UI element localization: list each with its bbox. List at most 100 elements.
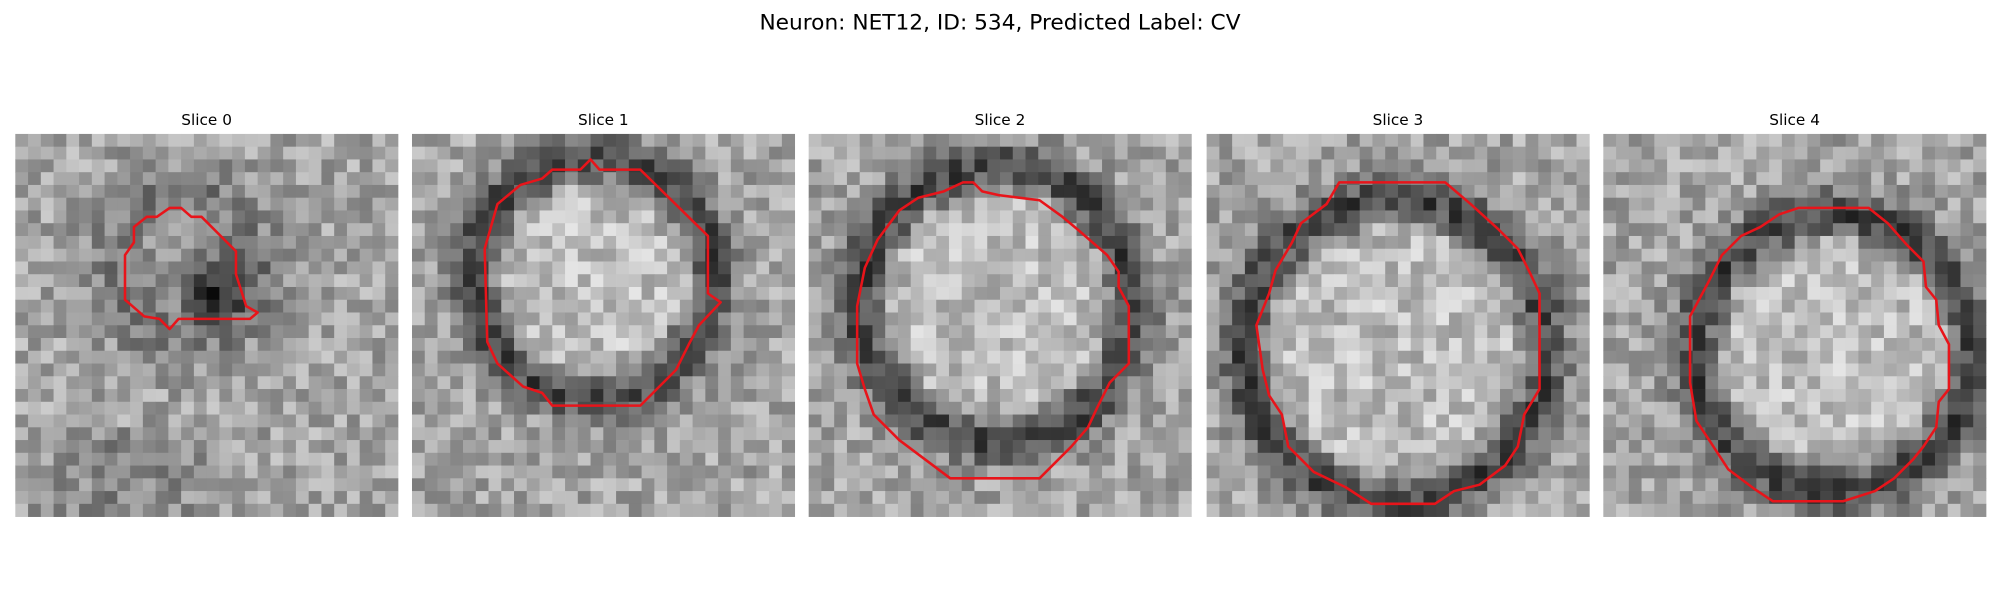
pixel: [283, 248, 297, 262]
pixel: [821, 491, 835, 505]
pixel: [1794, 478, 1808, 492]
pixel: [1820, 184, 1834, 199]
pixel: [603, 248, 617, 262]
pixel: [117, 235, 131, 250]
pixel: [1140, 478, 1154, 492]
pixel: [1973, 350, 1987, 364]
pixel: [1616, 299, 1630, 313]
pixel: [654, 503, 668, 517]
pixel: [603, 223, 617, 237]
pixel: [1372, 197, 1386, 211]
pixel: [501, 452, 515, 466]
pixel: [40, 350, 54, 364]
pixel: [181, 299, 195, 313]
pixel: [1012, 491, 1026, 505]
pixel: [1922, 350, 1936, 364]
pixel: [897, 146, 912, 160]
pixel: [1487, 197, 1501, 211]
pixel: [961, 299, 975, 313]
pixel: [1461, 210, 1475, 224]
pixel: [1153, 465, 1167, 479]
pixel: [1244, 299, 1259, 313]
pixel: [808, 427, 822, 441]
pixel: [15, 414, 29, 428]
pixel: [1858, 440, 1872, 454]
pixel: [1845, 503, 1859, 517]
pixel: [117, 478, 131, 492]
pixel: [1448, 197, 1463, 211]
pixel: [1909, 210, 1923, 224]
pixel: [1563, 440, 1577, 454]
pixel: [283, 414, 297, 428]
pixel: [501, 440, 515, 454]
pixel: [654, 312, 668, 326]
pixel: [1616, 491, 1630, 505]
pixel: [603, 235, 617, 250]
pixel: [1705, 159, 1719, 173]
pixel: [91, 389, 105, 403]
pixel: [385, 235, 399, 250]
pixel: [1321, 133, 1335, 148]
pixel: [872, 325, 886, 339]
pixel: [821, 197, 835, 211]
pixel: [1436, 414, 1450, 428]
pixel: [1308, 133, 1322, 148]
pixel: [1667, 376, 1681, 390]
pixel: [1334, 223, 1348, 237]
pixel: [450, 478, 464, 492]
pixel: [616, 223, 630, 237]
pixel: [219, 274, 233, 288]
pixel: [552, 389, 566, 403]
pixel: [450, 363, 464, 377]
pixel: [283, 350, 297, 364]
pixel: [885, 478, 899, 492]
pixel: [244, 261, 259, 275]
pixel: [79, 184, 93, 199]
pixel: [1641, 414, 1655, 428]
pixel: [1730, 223, 1745, 237]
pixel: [450, 465, 464, 479]
pixel: [1308, 350, 1322, 364]
pixel: [910, 133, 924, 148]
pixel: [552, 491, 566, 505]
pixel: [1896, 338, 1910, 352]
pixel: [1025, 363, 1039, 377]
pixel: [463, 389, 477, 403]
pixel: [308, 184, 322, 199]
pixel: [1654, 414, 1668, 428]
pixel: [859, 223, 873, 237]
pixel: [565, 389, 579, 403]
pixel: [79, 312, 93, 326]
pixel: [1334, 503, 1348, 517]
pixel: [257, 376, 271, 390]
pixel: [66, 184, 80, 199]
pixel: [28, 503, 42, 517]
pixel: [1025, 414, 1039, 428]
pixel: [1089, 478, 1103, 492]
pixel: [488, 172, 502, 186]
pixel: [1794, 414, 1808, 428]
pixel: [79, 452, 93, 466]
pixel: [1973, 235, 1987, 250]
pixel: [1153, 338, 1167, 352]
pixel: [334, 452, 348, 466]
pixel: [539, 389, 553, 403]
pixel: [193, 159, 208, 173]
pixel: [1692, 133, 1706, 148]
pixel: [334, 427, 348, 441]
pixel: [1525, 465, 1539, 479]
pixel: [539, 312, 553, 326]
pixel: [885, 325, 899, 339]
pixel: [475, 159, 489, 173]
pixel: [667, 133, 681, 148]
pixel: [346, 440, 361, 454]
pixel: [1051, 184, 1065, 199]
pixel: [295, 235, 310, 250]
pixel: [1448, 414, 1463, 428]
pixel: [1114, 210, 1128, 224]
pixel: [1512, 376, 1526, 390]
pixel: [1769, 223, 1783, 237]
pixel: [667, 427, 681, 441]
pixel: [539, 376, 553, 390]
pixel: [104, 491, 118, 505]
